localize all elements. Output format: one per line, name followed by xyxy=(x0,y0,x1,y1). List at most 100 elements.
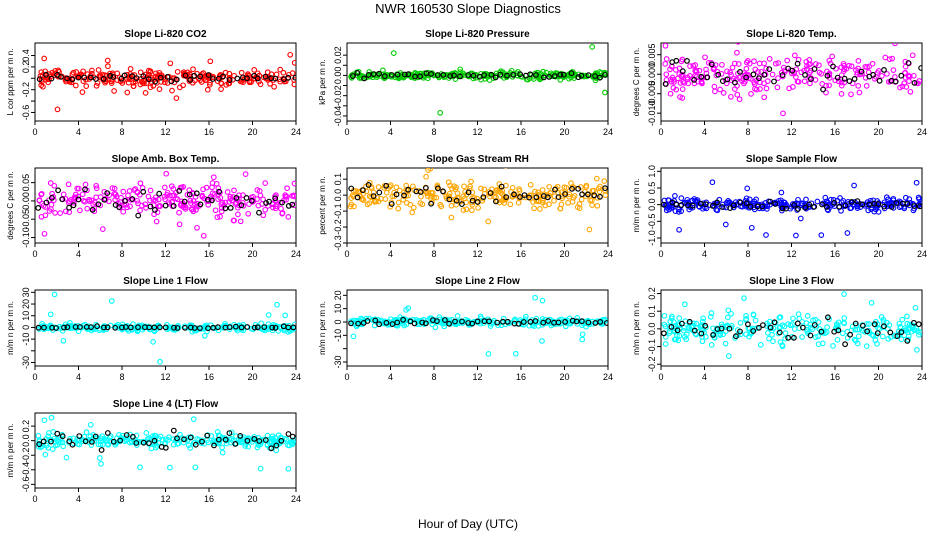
panel-title: Slope Sample Flow xyxy=(746,154,837,165)
mean-point xyxy=(162,202,169,209)
mean-point xyxy=(209,76,216,82)
mean-point xyxy=(112,324,119,331)
x-tick-label: 4 xyxy=(388,127,393,137)
scatter-points xyxy=(35,291,296,365)
data-point xyxy=(137,207,143,214)
y-tick-label: -1.0 xyxy=(647,230,657,246)
mean-point xyxy=(911,203,918,209)
mean-point xyxy=(875,201,882,207)
data-point xyxy=(516,188,523,194)
data-point xyxy=(93,82,100,89)
data-point xyxy=(889,55,896,62)
data-point xyxy=(201,332,208,339)
data-point xyxy=(468,178,474,185)
data-point xyxy=(173,195,179,202)
mean-point xyxy=(208,197,215,204)
mean-point xyxy=(791,334,797,341)
x-tick-label: 8 xyxy=(119,249,124,259)
x-tick-label: 24 xyxy=(291,372,301,382)
data-point xyxy=(128,197,134,203)
data-point xyxy=(60,443,67,450)
data-point xyxy=(851,182,857,189)
mean-point xyxy=(851,75,858,82)
mean-point xyxy=(370,71,377,77)
data-point xyxy=(162,436,169,443)
data-point xyxy=(142,90,149,96)
data-point xyxy=(539,316,546,322)
data-point xyxy=(602,89,608,96)
mean-point xyxy=(533,194,540,201)
mean-point xyxy=(365,181,372,188)
data-point xyxy=(285,465,292,472)
data-point xyxy=(897,84,903,91)
y-tick-label: 30 xyxy=(21,287,31,297)
x-tick-label: 8 xyxy=(745,127,750,137)
mean-point xyxy=(668,324,675,330)
mean-point xyxy=(197,201,204,208)
data-point xyxy=(664,34,669,39)
mean-point xyxy=(684,58,690,64)
data-point xyxy=(87,433,94,440)
mean-point xyxy=(75,74,82,81)
data-point xyxy=(848,91,854,98)
mean-point xyxy=(53,325,59,331)
data-point xyxy=(150,196,157,203)
data-point xyxy=(407,201,414,208)
data-point xyxy=(93,185,100,192)
data-point xyxy=(761,94,768,101)
x-tick-label: 12 xyxy=(472,249,482,259)
mean-point xyxy=(151,324,158,331)
x-tick-label: 8 xyxy=(119,494,124,504)
data-point xyxy=(718,71,725,77)
data-point xyxy=(902,70,908,76)
mean-point xyxy=(709,202,716,209)
data-point xyxy=(437,109,444,116)
mean-point xyxy=(451,72,457,79)
mean-point xyxy=(100,75,107,82)
x-tick-label: 20 xyxy=(559,249,569,259)
data-point xyxy=(291,180,296,187)
data-point xyxy=(277,66,284,73)
mean-point xyxy=(916,203,922,210)
data-point xyxy=(782,330,789,336)
data-point xyxy=(49,446,56,452)
mean-point xyxy=(785,334,792,341)
data-point xyxy=(36,197,43,204)
mean-point xyxy=(794,320,801,327)
data-point xyxy=(729,64,736,71)
data-point xyxy=(262,206,269,213)
data-point xyxy=(703,66,709,73)
x-tick-label: 20 xyxy=(247,494,257,504)
data-point xyxy=(678,208,685,214)
mean-point xyxy=(864,328,871,335)
data-point xyxy=(681,80,688,86)
data-point xyxy=(97,194,104,200)
data-point xyxy=(743,65,750,72)
mean-point xyxy=(187,324,194,331)
mean-point xyxy=(376,189,383,196)
mean-point xyxy=(192,441,199,448)
data-point xyxy=(143,430,150,436)
data-point xyxy=(539,187,546,193)
data-point xyxy=(851,336,858,343)
data-point xyxy=(664,205,670,211)
y-tick-label: -0.2 xyxy=(21,447,31,463)
mean-point xyxy=(237,433,244,439)
mean-point xyxy=(830,63,836,70)
mean-point xyxy=(545,318,552,324)
panel-title: Slope Li-820 Temp. xyxy=(746,29,837,40)
data-point xyxy=(39,72,46,78)
mean-point xyxy=(64,75,70,82)
mean-point xyxy=(98,447,105,453)
mean-point xyxy=(176,187,183,194)
mean-point xyxy=(104,190,111,197)
x-tick-label: 12 xyxy=(160,127,170,137)
mean-point xyxy=(226,324,233,331)
y-tick-label: 20 xyxy=(21,299,31,309)
data-point xyxy=(194,224,200,231)
mean-point xyxy=(532,318,539,324)
mean-point xyxy=(216,188,223,195)
data-point xyxy=(137,69,144,76)
data-point xyxy=(574,315,581,321)
mean-point xyxy=(517,194,523,200)
